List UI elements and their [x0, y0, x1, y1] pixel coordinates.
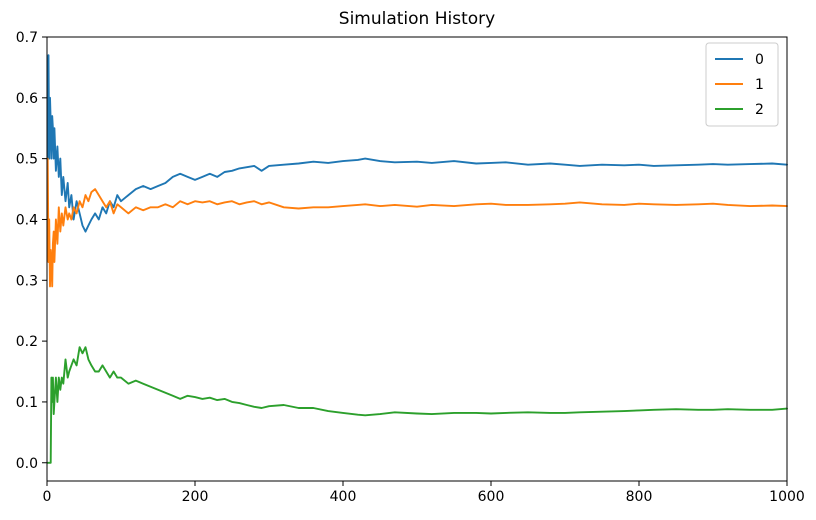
y-tick-label: 0.6: [16, 91, 38, 107]
y-tick-label: 0.0: [16, 456, 38, 472]
y-axis: 0.0 0.1 0.2 0.3 0.4 0.5 0.6 0.7: [16, 30, 47, 472]
legend-label-2: 2: [755, 102, 764, 118]
y-tick-label: 0.7: [16, 30, 38, 46]
x-axis: 0 200 400 600 800 1000: [43, 481, 805, 505]
legend-label-0: 0: [755, 52, 764, 68]
x-tick-label: 1000: [769, 489, 805, 505]
legend-label-1: 1: [755, 77, 764, 93]
y-tick-label: 0.1: [16, 395, 38, 411]
plot-frame: [46, 36, 788, 482]
x-tick-label: 800: [626, 489, 653, 505]
x-tick-label: 400: [330, 489, 357, 505]
y-tick-label: 0.3: [16, 273, 38, 289]
x-tick-label: 600: [478, 489, 505, 505]
x-tick-label: 200: [182, 489, 209, 505]
x-tick-label: 0: [43, 489, 52, 505]
legend: 0 1 2: [705, 42, 779, 127]
y-tick-label: 0.2: [16, 334, 38, 350]
y-tick-label: 0.5: [16, 152, 38, 168]
series-line-2: [46, 346, 788, 464]
series-line-1: [46, 157, 788, 288]
series-layer: [46, 54, 788, 464]
chart-title: Simulation History: [339, 9, 495, 29]
series-line-0: [46, 54, 788, 233]
y-tick-label: 0.4: [16, 212, 38, 228]
